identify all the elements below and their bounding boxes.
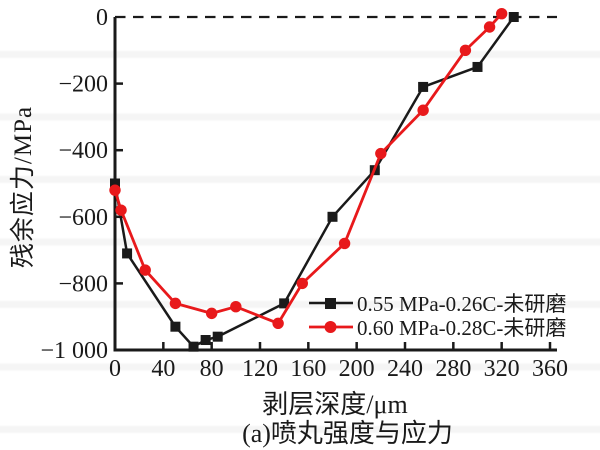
legend-item-series2: 0.60 MPa-0.28C-未研磨	[308, 315, 567, 340]
x-tick-label: 280	[435, 356, 471, 382]
data-point-square	[508, 12, 519, 22]
x-tick-label: 80	[200, 356, 224, 382]
x-tick-label: 0	[109, 356, 121, 382]
x-tick-label: 360	[532, 356, 568, 382]
data-point-circle	[495, 7, 508, 20]
data-point-circle	[230, 301, 242, 313]
series-line-2	[113, 12, 503, 326]
data-point-circle	[169, 297, 182, 310]
legend-label-series2: 0.60 MPa-0.28C-未研磨	[357, 316, 567, 340]
x-tick-label: 200	[339, 356, 375, 382]
x-tick-label: 160	[290, 356, 326, 382]
x-tick-label: 240	[387, 356, 423, 382]
x-tick-label: 40	[151, 356, 175, 382]
y-axis-title: 残余应力/MPa	[10, 105, 37, 269]
data-point-circle	[375, 147, 387, 160]
data-point-square	[122, 248, 133, 259]
legend-item-series1: 0.55 MPa-0.26C-未研磨	[308, 291, 567, 316]
legend-label-series1: 0.55 MPa-0.26C-未研磨	[357, 292, 567, 316]
legend: 0.55 MPa-0.26C-未研磨 0.60 MPa-0.28C-未研磨	[308, 291, 567, 340]
data-point-square	[200, 335, 211, 346]
data-point-square	[279, 298, 290, 309]
data-point-square	[327, 211, 338, 222]
y-tick-label: 0	[96, 5, 108, 31]
y-tick-label: −600	[58, 205, 108, 231]
x-tick-label: 320	[484, 356, 520, 382]
data-point-circle	[483, 21, 496, 33]
data-point-circle	[205, 307, 218, 320]
x-tick-label: 120	[242, 356, 278, 382]
data-point-square	[188, 341, 199, 352]
y-tick-label: −200	[58, 72, 108, 98]
data-point-circle	[139, 264, 151, 276]
data-point-square	[212, 331, 223, 342]
series-line-1	[113, 16, 515, 349]
data-point-circle	[272, 317, 284, 330]
legend-circle-marker-icon	[309, 321, 353, 333]
data-point-square	[170, 321, 181, 332]
y-tick-label: −400	[58, 138, 108, 164]
data-point-square	[110, 178, 120, 189]
x-axis-title: 剥层深度/μm	[262, 390, 408, 419]
y-tick-label: −800	[58, 271, 108, 297]
data-point-circle	[417, 104, 429, 116]
legend-square-marker-icon	[309, 298, 353, 309]
data-point-square	[418, 81, 429, 92]
data-point-circle	[115, 204, 127, 216]
data-point-circle	[338, 237, 351, 250]
data-point-square	[472, 61, 483, 72]
y-tick-label: −1 000	[40, 338, 108, 364]
data-point-circle	[296, 277, 308, 290]
data-point-circle	[459, 44, 472, 56]
data-point-circle	[109, 184, 121, 196]
figure-caption: (a)喷丸强度与应力	[242, 419, 453, 448]
